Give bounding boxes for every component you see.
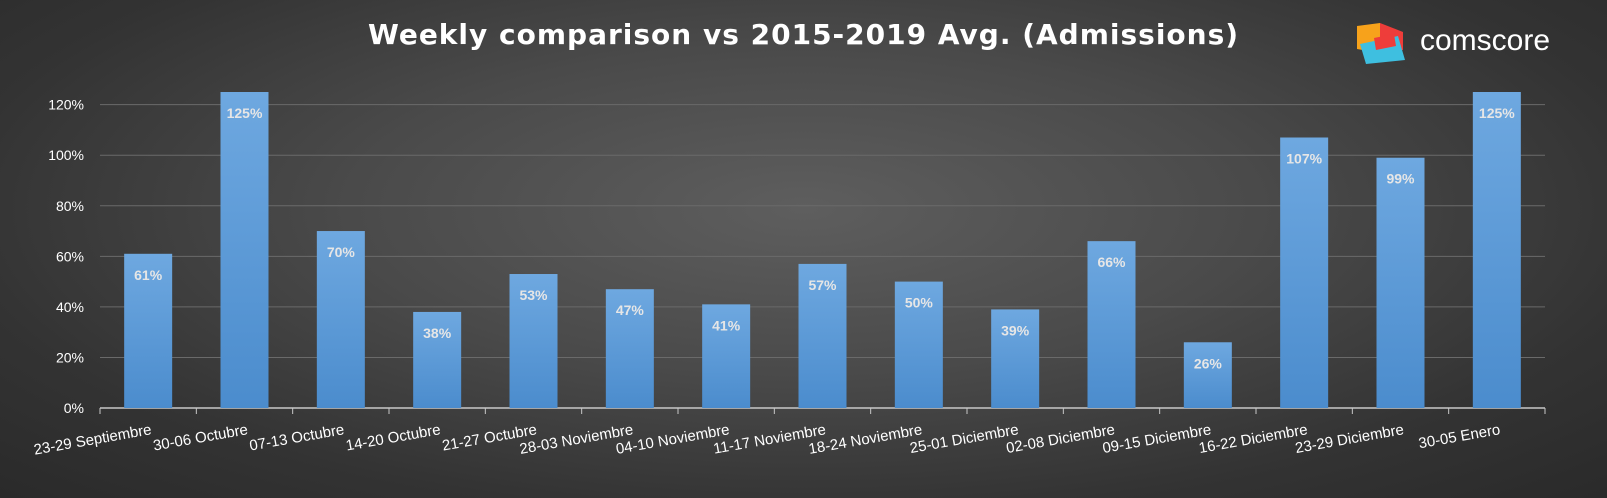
- x-tick-label: 23-29 Septiembre: [32, 421, 152, 458]
- y-tick-label: 120%: [48, 97, 84, 113]
- data-label: 99%: [1386, 171, 1415, 187]
- y-tick-label: 0%: [64, 400, 84, 416]
- x-tick-label: 30-06 Octubre: [152, 421, 249, 454]
- bar: [798, 263, 847, 408]
- bar: [1280, 137, 1329, 408]
- y-tick-label: 100%: [48, 147, 84, 163]
- bar: [1376, 157, 1425, 408]
- bar: [991, 309, 1040, 408]
- data-label: 61%: [134, 267, 163, 283]
- y-tick-label: 20%: [56, 349, 84, 365]
- data-label: 125%: [1479, 105, 1515, 121]
- bar: [1183, 342, 1232, 408]
- bar: [316, 231, 365, 408]
- bar: [894, 281, 943, 408]
- data-label: 41%: [712, 317, 741, 333]
- x-tick-label: 09-15 Diciembre: [1101, 421, 1212, 457]
- data-label: 57%: [808, 277, 837, 293]
- data-labels: 61% 125% 70% 38% 53% 47% 41% 57% 50% 39% 66% 26% 107…: [134, 105, 1515, 371]
- data-label: 125%: [227, 105, 263, 121]
- bar: [220, 92, 269, 408]
- y-tick-label: 40%: [56, 299, 84, 315]
- data-label: 70%: [327, 244, 356, 260]
- data-label: 53%: [519, 287, 548, 303]
- bar: [605, 289, 654, 408]
- x-tick-label: 02-08 Diciembre: [1005, 421, 1116, 457]
- data-label: 50%: [905, 295, 934, 311]
- y-tick-label: 60%: [56, 248, 84, 264]
- bar: [124, 253, 173, 408]
- data-label: 38%: [423, 325, 452, 341]
- brand-name: comscore: [1420, 24, 1551, 57]
- x-tick-label: 30-05 Enero: [1417, 421, 1501, 452]
- bar: [1472, 92, 1521, 408]
- y-tick-label: 80%: [56, 198, 84, 214]
- data-label: 66%: [1097, 254, 1126, 270]
- x-tick-label: 16-22 Diciembre: [1198, 421, 1309, 457]
- data-label: 107%: [1286, 151, 1322, 167]
- data-label: 47%: [616, 302, 645, 318]
- bar: [509, 274, 558, 408]
- x-tick-label: 23-29 Diciembre: [1294, 421, 1405, 457]
- chart-title: Weekly comparison vs 2015-2019 Avg. (Adm…: [367, 18, 1240, 51]
- x-tick-label: 25-01 Diciembre: [909, 421, 1020, 457]
- comscore-logo-icon: [1357, 23, 1405, 64]
- bar: [1087, 241, 1136, 408]
- data-label: 26%: [1194, 355, 1223, 371]
- bar: [702, 304, 751, 408]
- comscore-logo: comscore: [1354, 20, 1594, 64]
- bar: [413, 311, 462, 408]
- bars: [124, 92, 1521, 408]
- x-tick-label: 07-13 Octubre: [248, 421, 345, 454]
- data-label: 39%: [1001, 322, 1030, 338]
- x-tick-label: 14-20 Octubre: [344, 421, 441, 454]
